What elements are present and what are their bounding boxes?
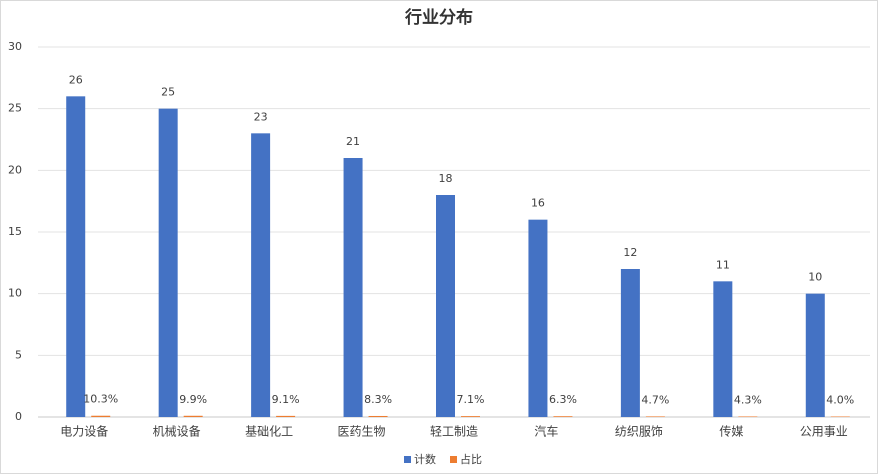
bar <box>251 133 271 418</box>
bar <box>528 219 548 417</box>
data-label: 25 <box>161 86 175 99</box>
data-label: 7.1% <box>457 393 485 406</box>
bar <box>713 281 733 417</box>
legend-swatch <box>450 456 457 463</box>
data-label: 21 <box>346 135 360 148</box>
y-tick-label: 30 <box>8 40 22 53</box>
bar <box>343 158 363 417</box>
y-tick-label: 25 <box>8 102 22 115</box>
bar <box>553 416 573 417</box>
bar <box>91 415 111 417</box>
bar <box>645 416 665 417</box>
data-label: 9.1% <box>272 393 300 406</box>
data-label: 9.9% <box>179 393 207 406</box>
x-tick-label: 传媒 <box>719 424 743 439</box>
data-label: 4.3% <box>734 393 762 406</box>
x-tick-label: 电力设备 <box>60 425 108 439</box>
bar <box>66 96 86 417</box>
y-tick-label: 0 <box>15 410 22 423</box>
y-tick-label: 10 <box>8 287 22 300</box>
bar <box>738 416 758 417</box>
y-tick-label: 5 <box>15 348 22 361</box>
bar <box>805 293 825 417</box>
data-label: 11 <box>716 258 730 271</box>
data-label: 26 <box>69 73 83 86</box>
data-label: 4.0% <box>826 394 854 407</box>
x-tick-label: 汽车 <box>534 424 558 439</box>
data-label: 18 <box>439 172 453 185</box>
x-tick-label: 公用事业 <box>800 425 848 439</box>
data-label: 16 <box>531 197 545 210</box>
x-tick-label: 纺织服饰 <box>615 425 663 439</box>
data-label: 8.3% <box>364 393 392 406</box>
chart-title: 行业分布 <box>404 7 473 28</box>
y-tick-label: 20 <box>8 163 22 176</box>
y-tick-label: 15 <box>8 225 22 238</box>
bar <box>620 269 640 417</box>
data-label: 10 <box>808 271 822 284</box>
x-tick-label: 基础化工 <box>245 425 293 439</box>
bar <box>368 415 388 417</box>
data-label: 6.3% <box>549 393 577 406</box>
data-label: 4.7% <box>641 393 669 406</box>
x-tick-label: 医药生物 <box>338 425 386 439</box>
legend-label: 占比 <box>460 452 482 466</box>
legend-swatch <box>404 456 411 463</box>
x-tick-label: 机械设备 <box>153 424 201 439</box>
data-label: 12 <box>623 246 637 259</box>
bar <box>436 195 455 417</box>
data-label: 23 <box>254 110 268 123</box>
bar <box>158 108 178 418</box>
x-tick-label: 轻工制造 <box>430 425 478 439</box>
bar <box>276 415 296 417</box>
data-label: 10.3% <box>83 393 118 406</box>
bar <box>183 415 203 417</box>
bar <box>461 416 480 417</box>
legend-label: 计数 <box>414 453 436 466</box>
